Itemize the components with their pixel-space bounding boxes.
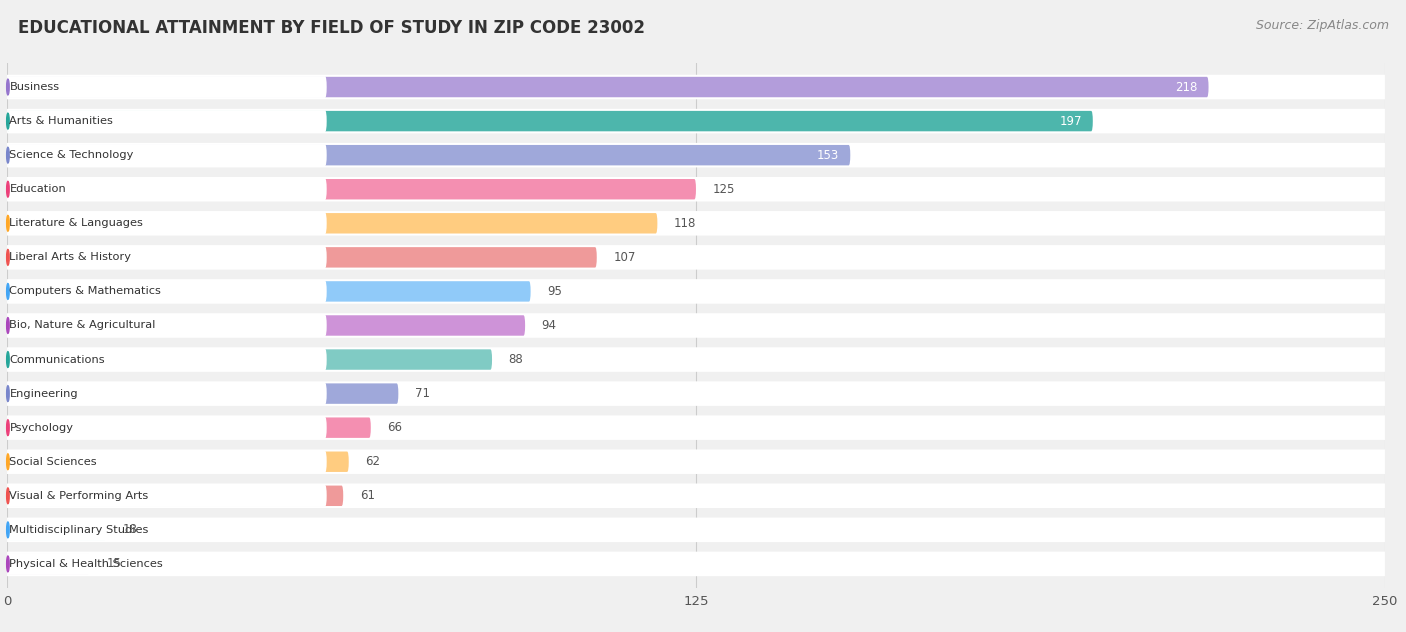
FancyBboxPatch shape bbox=[7, 111, 1092, 131]
FancyBboxPatch shape bbox=[7, 110, 326, 132]
FancyBboxPatch shape bbox=[7, 313, 1385, 337]
Text: Source: ZipAtlas.com: Source: ZipAtlas.com bbox=[1256, 19, 1389, 32]
Circle shape bbox=[7, 216, 10, 231]
Circle shape bbox=[7, 556, 10, 572]
Text: Science & Technology: Science & Technology bbox=[10, 150, 134, 160]
Circle shape bbox=[7, 318, 10, 333]
Circle shape bbox=[7, 351, 10, 367]
Text: Psychology: Psychology bbox=[10, 423, 73, 433]
Circle shape bbox=[7, 284, 10, 300]
Text: 18: 18 bbox=[122, 523, 138, 537]
Circle shape bbox=[7, 488, 10, 504]
Text: 107: 107 bbox=[613, 251, 636, 264]
Text: 15: 15 bbox=[107, 557, 121, 571]
FancyBboxPatch shape bbox=[7, 485, 343, 506]
Circle shape bbox=[7, 250, 10, 265]
Text: Social Sciences: Social Sciences bbox=[10, 457, 97, 466]
Circle shape bbox=[7, 522, 10, 538]
FancyBboxPatch shape bbox=[7, 279, 1385, 304]
Text: Education: Education bbox=[10, 185, 66, 194]
Text: Literature & Languages: Literature & Languages bbox=[10, 218, 143, 228]
Text: Liberal Arts & History: Liberal Arts & History bbox=[10, 252, 131, 262]
FancyBboxPatch shape bbox=[7, 143, 1385, 167]
Text: 88: 88 bbox=[509, 353, 523, 366]
FancyBboxPatch shape bbox=[7, 451, 349, 472]
FancyBboxPatch shape bbox=[7, 211, 1385, 236]
Text: 218: 218 bbox=[1175, 80, 1198, 94]
FancyBboxPatch shape bbox=[7, 245, 1385, 270]
FancyBboxPatch shape bbox=[7, 144, 326, 166]
Text: Arts & Humanities: Arts & Humanities bbox=[10, 116, 114, 126]
FancyBboxPatch shape bbox=[7, 483, 1385, 508]
FancyBboxPatch shape bbox=[7, 281, 326, 302]
Text: 125: 125 bbox=[713, 183, 735, 196]
FancyBboxPatch shape bbox=[7, 347, 1385, 372]
Text: 118: 118 bbox=[673, 217, 696, 230]
Text: Multidisciplinary Studies: Multidisciplinary Studies bbox=[10, 525, 149, 535]
Text: Bio, Nature & Agricultural: Bio, Nature & Agricultural bbox=[10, 320, 156, 331]
FancyBboxPatch shape bbox=[7, 349, 326, 370]
Text: 197: 197 bbox=[1059, 114, 1081, 128]
Text: 66: 66 bbox=[387, 421, 402, 434]
FancyBboxPatch shape bbox=[7, 213, 658, 233]
Text: Visual & Performing Arts: Visual & Performing Arts bbox=[10, 491, 149, 501]
Circle shape bbox=[7, 113, 10, 129]
Text: 62: 62 bbox=[366, 455, 380, 468]
FancyBboxPatch shape bbox=[7, 179, 696, 200]
FancyBboxPatch shape bbox=[7, 246, 326, 268]
Circle shape bbox=[7, 79, 10, 95]
FancyBboxPatch shape bbox=[7, 178, 326, 200]
FancyBboxPatch shape bbox=[7, 315, 326, 336]
FancyBboxPatch shape bbox=[7, 281, 530, 301]
Text: Engineering: Engineering bbox=[10, 389, 79, 399]
FancyBboxPatch shape bbox=[7, 451, 326, 473]
Text: 71: 71 bbox=[415, 387, 430, 400]
FancyBboxPatch shape bbox=[7, 315, 524, 336]
FancyBboxPatch shape bbox=[7, 553, 326, 575]
FancyBboxPatch shape bbox=[7, 384, 398, 404]
Text: EDUCATIONAL ATTAINMENT BY FIELD OF STUDY IN ZIP CODE 23002: EDUCATIONAL ATTAINMENT BY FIELD OF STUDY… bbox=[18, 19, 645, 37]
FancyBboxPatch shape bbox=[7, 76, 326, 98]
Circle shape bbox=[7, 386, 10, 401]
Text: 95: 95 bbox=[547, 285, 562, 298]
Text: 61: 61 bbox=[360, 489, 375, 502]
Text: Computers & Mathematics: Computers & Mathematics bbox=[10, 286, 162, 296]
FancyBboxPatch shape bbox=[7, 416, 326, 439]
FancyBboxPatch shape bbox=[7, 77, 1209, 97]
FancyBboxPatch shape bbox=[7, 520, 107, 540]
FancyBboxPatch shape bbox=[7, 383, 326, 404]
Text: Business: Business bbox=[10, 82, 59, 92]
FancyBboxPatch shape bbox=[7, 449, 1385, 474]
FancyBboxPatch shape bbox=[7, 485, 326, 507]
Text: Physical & Health Sciences: Physical & Health Sciences bbox=[10, 559, 163, 569]
FancyBboxPatch shape bbox=[7, 519, 326, 541]
FancyBboxPatch shape bbox=[7, 381, 1385, 406]
Circle shape bbox=[7, 420, 10, 435]
FancyBboxPatch shape bbox=[7, 212, 326, 234]
FancyBboxPatch shape bbox=[7, 554, 90, 574]
FancyBboxPatch shape bbox=[7, 415, 1385, 440]
FancyBboxPatch shape bbox=[7, 418, 371, 438]
FancyBboxPatch shape bbox=[7, 518, 1385, 542]
FancyBboxPatch shape bbox=[7, 177, 1385, 202]
Circle shape bbox=[7, 147, 10, 163]
FancyBboxPatch shape bbox=[7, 109, 1385, 133]
FancyBboxPatch shape bbox=[7, 145, 851, 166]
FancyBboxPatch shape bbox=[7, 75, 1385, 99]
FancyBboxPatch shape bbox=[7, 247, 596, 267]
FancyBboxPatch shape bbox=[7, 349, 492, 370]
Circle shape bbox=[7, 454, 10, 470]
FancyBboxPatch shape bbox=[7, 552, 1385, 576]
Text: 94: 94 bbox=[541, 319, 557, 332]
Text: Communications: Communications bbox=[10, 355, 105, 365]
Text: 153: 153 bbox=[817, 149, 839, 162]
Circle shape bbox=[7, 181, 10, 197]
